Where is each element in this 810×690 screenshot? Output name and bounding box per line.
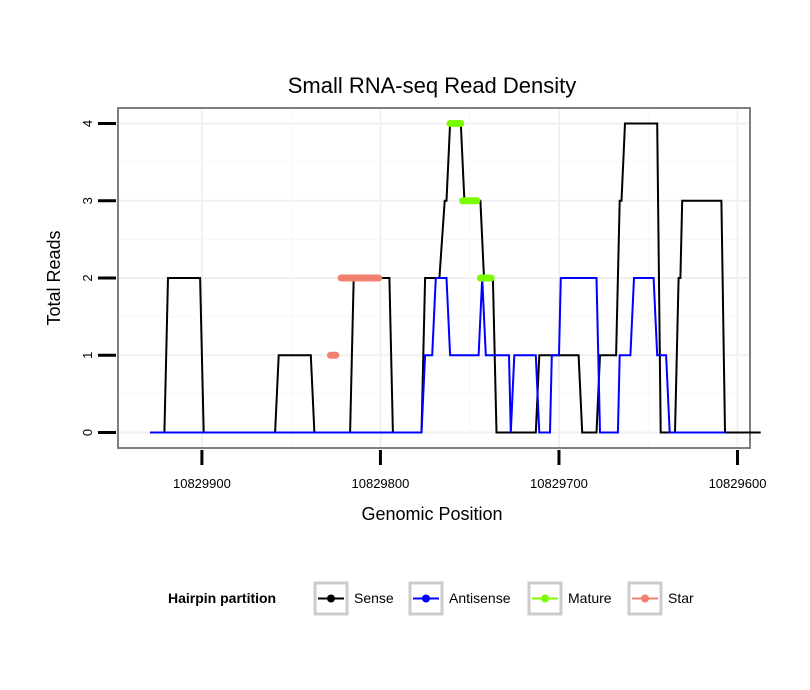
plot-area xyxy=(117,107,761,449)
legend-label: Star xyxy=(668,590,694,606)
x-tick-label: 10829900 xyxy=(173,476,231,491)
chart-title: Small RNA-seq Read Density xyxy=(288,73,577,98)
y-tick-label: 3 xyxy=(80,197,95,204)
legend-key-dot xyxy=(422,594,430,603)
legend-label: Sense xyxy=(354,590,394,606)
legend-entry-mature: Mature xyxy=(527,581,612,616)
legend-entry-antisense: Antisense xyxy=(408,581,511,616)
series-lines xyxy=(150,122,761,434)
x-axis: 10829900 10829800 10829700 10829600 xyxy=(173,450,766,491)
sense-series-line xyxy=(150,122,761,434)
legend-key-dot xyxy=(327,594,335,603)
x-tick-label: 10829700 xyxy=(530,476,588,491)
y-axis-title: Total Reads xyxy=(44,230,64,325)
legend: Hairpin partition Sense Antisense Mature St… xyxy=(168,581,694,616)
legend-entry-star: Star xyxy=(627,581,694,616)
legend-label: Antisense xyxy=(449,590,511,606)
y-tick-label: 0 xyxy=(80,429,95,436)
legend-key-dot xyxy=(541,594,549,603)
legend-title: Hairpin partition xyxy=(168,590,276,606)
legend-key-dot xyxy=(641,594,649,603)
y-tick-label: 2 xyxy=(80,274,95,281)
x-tick-label: 10829600 xyxy=(709,476,767,491)
y-tick-label: 4 xyxy=(80,120,95,127)
x-axis-title: Genomic Position xyxy=(361,504,502,524)
y-tick-label: 1 xyxy=(80,352,95,359)
legend-entry-sense: Sense xyxy=(313,581,394,616)
legend-label: Mature xyxy=(568,590,612,606)
legend-entries: Sense Antisense Mature Star xyxy=(313,581,694,616)
y-axis: 0 1 2 3 4 xyxy=(80,120,116,436)
series-segments xyxy=(326,119,495,359)
antisense-series-line xyxy=(150,277,725,434)
x-tick-label: 10829800 xyxy=(352,476,410,491)
